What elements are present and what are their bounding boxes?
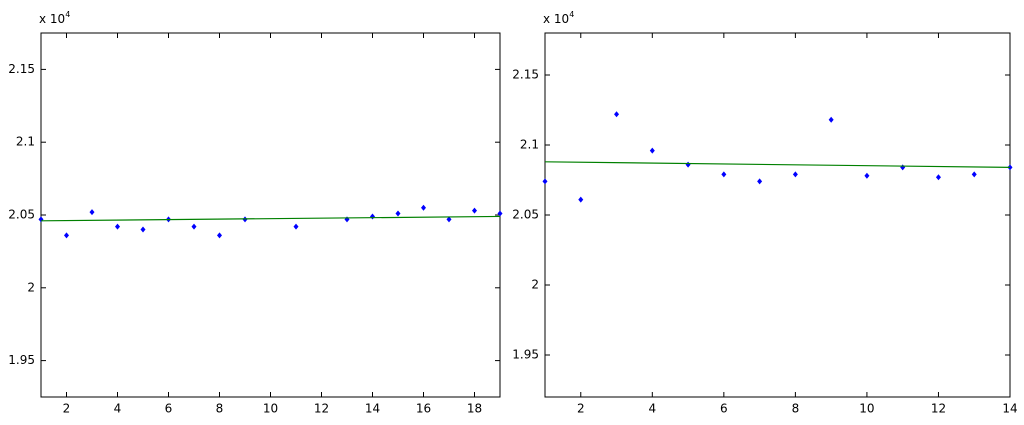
- fit-line: [40, 215, 501, 222]
- data-point: [115, 223, 120, 230]
- x-tick-label: 14: [365, 402, 380, 416]
- data-point: [446, 216, 452, 223]
- data-point: [421, 204, 426, 211]
- data-point: [721, 171, 727, 178]
- multiplier-exponent: 4: [569, 10, 574, 19]
- data-point: [542, 178, 548, 185]
- multiplier-exponent: 4: [65, 10, 70, 19]
- y-tick-label: 2.1: [16, 135, 35, 149]
- x-tick-label: 18: [467, 402, 482, 416]
- axis-multiplier: x 104: [39, 10, 70, 26]
- y-tick-label: 1.95: [8, 353, 35, 367]
- data-point: [578, 196, 584, 203]
- data-point: [217, 232, 222, 239]
- multiplier-base: x 10: [39, 12, 65, 26]
- x-tick-label: 4: [648, 402, 656, 416]
- x-tick-label: 6: [165, 402, 173, 416]
- data-point: [828, 116, 834, 123]
- data-point: [614, 111, 620, 118]
- data-point: [971, 171, 977, 178]
- fit-line: [544, 161, 1011, 168]
- data-point: [191, 223, 197, 230]
- axis-multiplier: x 104: [543, 10, 574, 26]
- x-tick-label: 6: [720, 402, 728, 416]
- data-point: [140, 226, 146, 233]
- y-tick-label: 2: [27, 280, 35, 294]
- y-tick-label: 2.15: [512, 68, 539, 82]
- y-tick-label: 2: [531, 278, 539, 292]
- x-tick-label: 2: [577, 402, 585, 416]
- x-tick-label: 16: [416, 402, 431, 416]
- data-point: [649, 147, 655, 154]
- y-tick-label: 2.1: [520, 138, 539, 152]
- x-tick-label: 2: [63, 402, 71, 416]
- data-point: [497, 210, 503, 217]
- data-point: [864, 172, 870, 179]
- data-point: [89, 209, 95, 216]
- multiplier-base: x 10: [543, 12, 569, 26]
- y-tick-label: 2.05: [8, 208, 35, 222]
- x-tick-label: 12: [931, 402, 946, 416]
- x-tick-label: 10: [263, 402, 278, 416]
- data-point: [472, 207, 477, 214]
- data-point: [757, 178, 763, 185]
- x-tick-label: 8: [792, 402, 800, 416]
- y-tick-label: 1.95: [512, 348, 539, 362]
- data-point: [293, 223, 299, 230]
- data-point: [64, 232, 69, 239]
- x-tick-label: 14: [1002, 402, 1017, 416]
- axes-box: [544, 32, 1011, 398]
- y-tick-label: 2.05: [512, 208, 539, 222]
- x-tick-label: 10: [859, 402, 874, 416]
- x-tick-label: 4: [114, 402, 122, 416]
- data-point: [935, 174, 941, 181]
- y-tick-label: 2.15: [8, 62, 35, 76]
- data-point: [395, 210, 401, 217]
- x-tick-label: 12: [314, 402, 329, 416]
- data-point: [792, 171, 798, 178]
- x-tick-label: 8: [216, 402, 224, 416]
- axes-box: [40, 32, 501, 398]
